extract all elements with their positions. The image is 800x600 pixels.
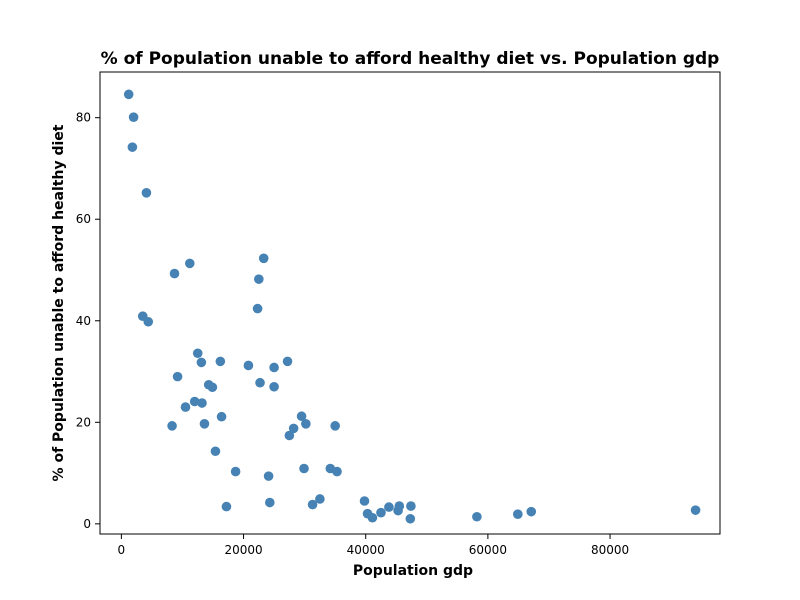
data-point (252, 303, 263, 314)
data-point (184, 258, 195, 269)
data-point (196, 357, 207, 368)
data-point (472, 511, 482, 522)
data-point (690, 505, 701, 515)
data-point (210, 446, 221, 457)
data-point (216, 411, 227, 422)
data-point (301, 419, 311, 429)
data-point (394, 501, 405, 511)
data-point (207, 382, 218, 393)
plot-area (99, 71, 721, 535)
y-axis: 0 20 40 60 80 (76, 111, 100, 531)
data-point (192, 348, 203, 359)
data-point (405, 513, 416, 524)
data-point (230, 466, 241, 477)
data-point (243, 360, 254, 371)
y-axis-label: % of Population unable to afford healthy… (51, 124, 67, 481)
y-tick-label: 0 (83, 517, 91, 531)
data-point (123, 89, 134, 100)
data-point (221, 501, 232, 512)
data-point (296, 411, 307, 422)
data-points (123, 89, 701, 524)
data-point (367, 512, 378, 523)
data-point (167, 421, 177, 431)
data-point (254, 274, 264, 284)
data-point (199, 419, 210, 429)
data-point (263, 471, 274, 481)
data-point (197, 398, 207, 408)
data-point (299, 463, 309, 474)
data-point (215, 356, 226, 367)
x-tick-label: 40000 (347, 543, 385, 557)
data-point (513, 509, 523, 519)
data-point (307, 499, 318, 510)
data-point (141, 188, 152, 198)
data-point (284, 430, 295, 441)
data-point (269, 381, 279, 392)
data-point (376, 507, 386, 518)
data-point (258, 253, 269, 264)
chart-title: % of Population unable to afford healthy… (101, 49, 720, 69)
data-point (315, 494, 325, 504)
data-point (143, 316, 154, 327)
data-point (128, 112, 139, 122)
x-tick-label: 0 (118, 543, 126, 557)
data-point (330, 421, 340, 431)
data-point (269, 362, 279, 373)
x-tick-label: 80000 (591, 543, 629, 557)
y-tick-label: 20 (76, 415, 91, 429)
data-point (332, 466, 342, 477)
data-point (127, 142, 138, 152)
x-axis-label: Population gdp (353, 563, 473, 579)
data-point (189, 396, 200, 407)
data-point (406, 501, 416, 511)
x-tick-label: 20000 (224, 543, 262, 557)
data-point (180, 402, 191, 412)
y-tick-label: 60 (76, 212, 91, 226)
data-point (255, 377, 265, 388)
data-point (282, 356, 293, 367)
y-tick-label: 40 (76, 314, 91, 328)
x-axis: 0 20000 40000 60000 80000 (118, 534, 629, 557)
data-point (265, 497, 275, 508)
x-tick-label: 60000 (469, 543, 507, 557)
data-point (172, 371, 183, 382)
data-point (384, 502, 394, 512)
data-point (526, 506, 537, 517)
data-point (359, 496, 370, 506)
data-point (288, 423, 299, 434)
y-tick-label: 80 (76, 111, 91, 125)
data-point (169, 268, 180, 279)
